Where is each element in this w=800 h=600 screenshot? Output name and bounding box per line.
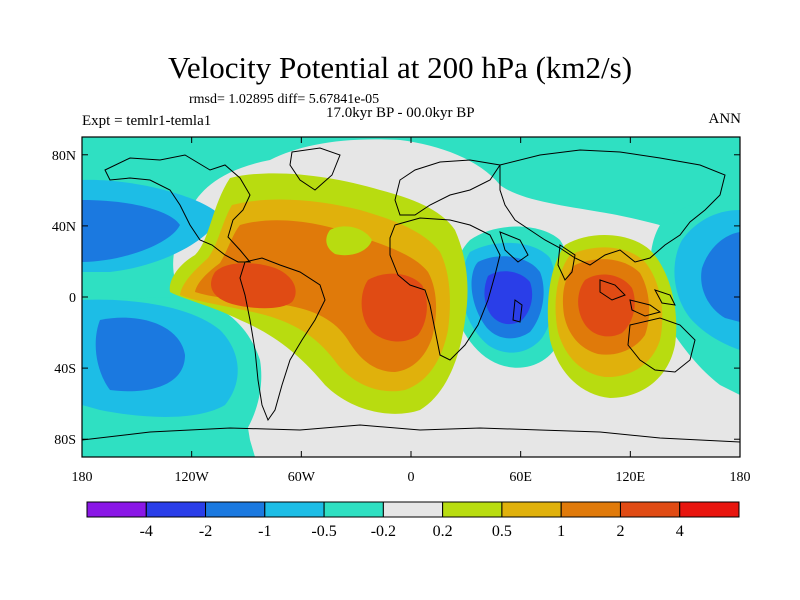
coast-europe [394,159,501,216]
colorbar-label: 2 [616,523,624,540]
colorbar-swatch [382,501,444,518]
colorbar-label: 4 [676,523,684,540]
coast-antarctica [82,424,740,443]
experiment-label: Expt = temlr1-temla1 [82,113,212,129]
colorbar-swatch [323,501,384,518]
west-pacific-blue [82,200,180,262]
x-axis: 180 120W 60W 0 60E 120E 180 [72,137,751,485]
colorbar-label: -1 [258,523,271,540]
east-asia-blue [701,232,740,322]
contour-field [82,137,740,457]
y-tick-label: 40S [54,362,76,377]
period-label: 17.0kyr BP - 00.0kyr BP [326,105,475,121]
colorbar-label: 0.5 [492,523,512,540]
x-tick-label: 180 [72,470,93,485]
colorbar-label: -0.5 [311,523,336,540]
colorbar-swatch [560,501,621,518]
x-tick-label: 180 [730,470,751,485]
y-tick-label: 40N [52,220,76,235]
colorbar-swatch [86,501,147,518]
indian-ocean-darkblue [484,271,533,325]
tropical-atlantic-red [361,273,427,342]
colorbar-label: 1 [557,523,565,540]
coast-africa [389,217,501,361]
y-axis: 80N 40N 0 40S 80S [52,149,740,448]
colorbar-label: -4 [140,523,153,540]
x-tick-label: 60W [288,470,316,485]
colorbar-label: -0.2 [371,523,396,540]
colorbar-label: 0.2 [433,523,453,540]
coast-south-america [239,257,326,422]
y-tick-label: 80S [54,433,76,448]
tropical-atlantic-lime-arm [326,226,372,256]
y-tick-label: 0 [69,291,76,306]
coast-greenland [289,147,341,191]
plot-title: Velocity Potential at 200 hPa (km2/s) [167,50,633,85]
coast-madagascar [512,299,523,323]
south-pacific-blue [95,317,185,392]
colorbar-swatch [501,501,562,518]
stats-label: rmsd= 1.02895 diff= 5.67841e-05 [189,92,380,107]
colorbar-label: -2 [199,523,212,540]
colorbar-swatch [619,501,681,518]
coast-arabia-india [499,231,576,281]
x-tick-label: 60E [509,470,532,485]
y-tick-label: 80N [52,149,76,164]
coast-australia [627,317,696,373]
colorbar-swatch [679,501,740,518]
americas-red [211,263,296,309]
coastlines [82,147,740,443]
colorbar-swatch [264,501,325,518]
colorbar: -4 -2 -1 -0.5 -0.2 0.2 0.5 1 2 4 [86,501,740,540]
coast-asia [499,149,726,266]
x-tick-label: 0 [408,470,415,485]
colorbar-swatch [442,501,503,518]
coast-maritime-islands [599,279,676,317]
x-tick-label: 120W [175,470,210,485]
coast-north-america [104,154,252,263]
colorbar-swatch [145,501,207,518]
x-tick-label: 120E [616,470,646,485]
colorbar-swatch [205,501,266,518]
season-label: ANN [708,111,742,127]
